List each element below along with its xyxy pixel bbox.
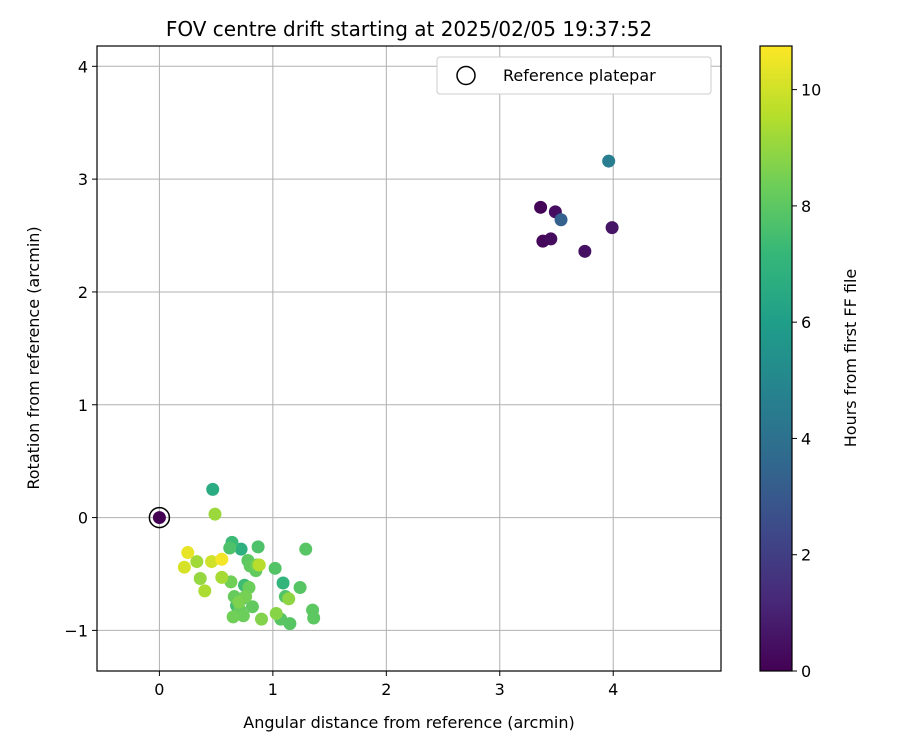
data-point	[206, 482, 220, 496]
x-axis-label: Angular distance from reference (arcmin)	[243, 713, 574, 732]
data-points	[152, 154, 619, 631]
x-tick-label: 2	[381, 680, 391, 699]
colorbar-tick-label: 4	[801, 429, 811, 448]
data-point	[236, 609, 250, 623]
chart-title: FOV centre drift starting at 2025/02/05 …	[166, 17, 652, 41]
data-point	[602, 154, 616, 168]
data-point	[293, 581, 307, 595]
data-point	[251, 540, 265, 554]
data-point	[544, 232, 558, 246]
colorbar-tick-label: 2	[801, 546, 811, 565]
y-tick-label: −1	[64, 621, 88, 640]
data-point	[223, 541, 237, 555]
data-point	[276, 576, 290, 590]
data-point	[198, 584, 212, 598]
data-point	[578, 244, 592, 258]
data-point	[283, 617, 297, 631]
data-point	[245, 600, 259, 614]
data-point	[299, 542, 313, 556]
colorbar-frame	[759, 45, 793, 672]
data-point	[255, 612, 269, 626]
colorbar-gradient	[760, 46, 792, 671]
reference-platepar-marker	[148, 506, 171, 529]
y-tick-label: 0	[78, 509, 88, 528]
y-axis-label: Rotation from reference (arcmin)	[24, 226, 43, 489]
grid-lines	[97, 46, 721, 671]
legend-label: Reference platepar	[503, 66, 656, 85]
colorbar: 0 2 4 6 8 10 Hours from first FF file	[759, 45, 860, 681]
data-point	[307, 611, 321, 625]
data-point	[215, 552, 229, 566]
data-point	[269, 606, 283, 620]
colorbar-tick-label: 6	[801, 313, 811, 332]
data-point	[232, 595, 246, 609]
colorbar-tick-label: 8	[801, 197, 811, 216]
data-point	[252, 558, 266, 572]
colorbar-label: Hours from first FF file	[841, 269, 860, 448]
colorbar-ticks: 0 2 4 6 8 10	[792, 81, 821, 681]
data-point	[554, 213, 568, 227]
data-point	[177, 560, 191, 574]
data-point	[208, 507, 222, 521]
data-point	[282, 592, 296, 606]
data-point	[605, 221, 619, 235]
y-tick-label: 4	[78, 57, 88, 76]
data-point	[234, 542, 248, 556]
reference-marker	[148, 506, 171, 529]
data-point	[215, 570, 229, 584]
data-point	[226, 610, 240, 624]
plot-frame	[96, 45, 722, 672]
x-tick-label: 1	[268, 680, 278, 699]
legend-marker	[456, 65, 476, 86]
legend-box	[436, 56, 712, 95]
data-point	[181, 546, 195, 560]
colorbar-tick-label: 0	[801, 662, 811, 681]
plot-background	[97, 46, 721, 671]
y-tick-label: 2	[78, 283, 88, 302]
plot-area: 0 1 2 3 4 −1 0 1 2 3 4	[64, 45, 722, 699]
x-tick-label: 0	[154, 680, 164, 699]
data-point	[534, 200, 548, 214]
legend: Reference platepar	[436, 56, 712, 95]
colorbar-tick-label: 10	[801, 81, 821, 100]
x-tick-label: 3	[495, 680, 505, 699]
y-tick-label: 3	[78, 170, 88, 189]
y-tick-label: 1	[78, 396, 88, 415]
data-point	[268, 561, 282, 575]
data-point	[193, 571, 207, 585]
data-point	[190, 555, 204, 569]
data-point	[205, 555, 219, 569]
y-axis-ticks: −1 0 1 2 3 4	[64, 57, 97, 640]
data-point	[152, 511, 166, 525]
x-axis-ticks: 0 1 2 3 4	[154, 671, 618, 699]
x-tick-label: 4	[608, 680, 618, 699]
